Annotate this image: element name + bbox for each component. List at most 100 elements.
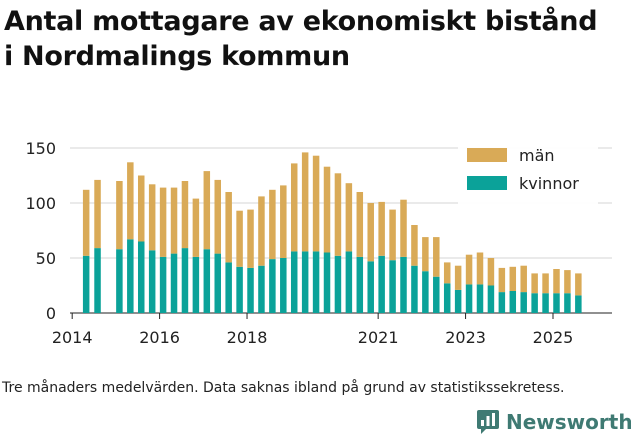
bar-kvinnor [575,295,582,313]
bar-kvinnor [411,265,418,313]
bar-man [334,173,342,256]
bar-kvinnor [520,292,527,313]
title-line-1: Antal mottagare av ekonomiskt bistånd [4,6,598,37]
legend-label-kvinnor: kvinnor [519,174,579,193]
bar-kvinnor [269,259,276,313]
bar-man [575,273,582,296]
bar-man [258,196,265,266]
bar-kvinnor [367,261,374,313]
bar-kvinnor [192,256,200,313]
bar-man [454,265,462,290]
bar-man [509,266,517,291]
bar-kvinnor [378,255,385,313]
bar-kvinnor [433,276,440,313]
bar-kvinnor [422,271,429,313]
brand-logo: Newsworthy [476,408,631,436]
bar-kvinnor [159,256,167,313]
bar-man [520,265,527,293]
bar-kvinnor [127,239,134,313]
bar-kvinnor [400,256,407,313]
page-title: Antal mottagare av ekonomiskt bistånd i … [4,4,629,74]
bar-man [323,166,331,253]
bar-kvinnor [137,241,145,313]
x-tick-label: 2021 [358,328,399,347]
bar-man [312,155,320,252]
y-tick-label: 0 [46,304,56,323]
bar-man [192,198,200,257]
bar-man [236,210,243,267]
bar-man [367,203,374,262]
bar-kvinnor [225,262,232,313]
bar-kvinnor [476,284,484,313]
bar-man [269,189,276,260]
newsworthy-icon [477,410,499,434]
bar-kvinnor [389,260,396,313]
bar-man [476,252,484,285]
bar-man [564,270,571,294]
bar-kvinnor [564,293,571,313]
bar-kvinnor [312,251,320,313]
bar-kvinnor [236,266,243,313]
bar-man [553,269,560,294]
bar-kvinnor [334,255,342,313]
bar-man [159,187,167,257]
bar-man [498,267,506,293]
bar-man [290,163,298,252]
bar-man [280,185,287,258]
bar-man [378,201,385,256]
bar-kvinnor [443,283,451,313]
bar-man [443,262,451,284]
bar-man [433,237,440,277]
bar-man [356,192,364,257]
bar-man [422,237,429,272]
legend-swatch-kvinnor [467,176,507,190]
bar-kvinnor [82,255,90,313]
bar-man [225,192,232,263]
bar-kvinnor [345,251,353,313]
bar-kvinnor [531,293,538,313]
bar-kvinnor [214,253,221,313]
bar-man [411,225,418,266]
bar-man [389,209,396,261]
bar-kvinnor [553,293,560,313]
brand-name: Newsworthy [506,410,631,434]
bar-kvinnor [170,253,178,313]
bar-kvinnor [454,289,462,313]
bar-man [301,152,309,252]
bar-kvinnor [148,250,156,313]
y-tick-label: 150 [25,139,56,158]
x-tick-label: 2016 [139,328,180,347]
bar-kvinnor [290,251,298,313]
bar-man [94,179,101,249]
bar-kvinnor [498,292,506,313]
footnote: Tre månaders medelvärden. Data saknas ib… [2,380,565,396]
bar-kvinnor [94,248,101,313]
bar-man [247,209,254,268]
bar-man [82,189,90,256]
bar-kvinnor [323,252,331,313]
x-tick-label: 2014 [52,328,93,347]
x-tick-label: 2023 [445,328,486,347]
bar-kvinnor [301,251,309,313]
bar-kvinnor [116,249,123,313]
bar-kvinnor [356,256,364,313]
bar-man [531,273,538,294]
bar-kvinnor [181,248,189,313]
bar-man [487,258,495,286]
bar-kvinnor [258,265,265,313]
y-tick-label: 100 [25,194,56,213]
bar-kvinnor [247,267,254,313]
bar-man [148,184,156,251]
bar-man [181,181,189,249]
bar-man [137,175,145,242]
x-tick-label: 2018 [227,328,268,347]
bar-man [170,187,178,254]
bar-man [127,162,134,240]
title-line-2: i Nordmalings kommun [4,41,350,72]
x-tick-label: 2025 [533,328,574,347]
bar-man [400,199,407,257]
bar-man [345,183,353,252]
bar-kvinnor [487,285,495,313]
bar-man [214,179,221,254]
